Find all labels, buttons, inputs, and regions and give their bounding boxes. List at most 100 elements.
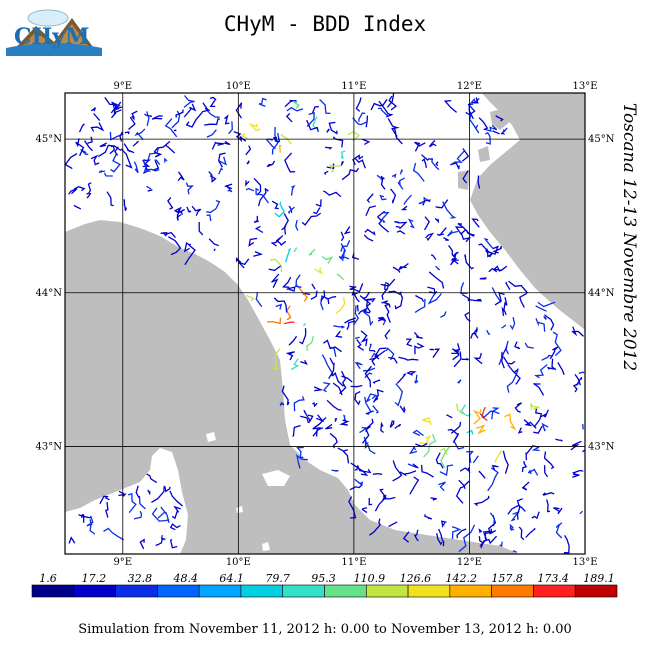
river-segment <box>517 427 523 434</box>
river-segment <box>255 292 263 308</box>
river-segment <box>458 524 476 553</box>
lon-tick-label: 12°E <box>457 81 482 92</box>
river-segment <box>292 100 301 109</box>
river-segment <box>431 254 437 260</box>
river-segment <box>378 220 390 233</box>
river-segment <box>440 311 447 318</box>
river-segment <box>127 493 137 514</box>
river-segment <box>492 265 508 272</box>
river-segment <box>479 277 487 280</box>
river-segment <box>462 170 469 184</box>
river-segment <box>472 409 482 425</box>
river-segment <box>461 293 470 302</box>
river-segment <box>521 460 528 472</box>
river-segment <box>563 534 570 554</box>
river-segment <box>443 99 458 113</box>
river-segment <box>147 489 151 495</box>
river-segment <box>364 228 376 236</box>
river-segment <box>549 346 559 360</box>
river-segment <box>213 248 216 252</box>
legend-label: 32.8 <box>127 572 153 585</box>
river-segment <box>68 536 76 544</box>
river-segment <box>366 298 376 313</box>
river-segment <box>537 301 556 308</box>
river-segment <box>374 488 387 512</box>
river-segment <box>377 210 386 222</box>
river-segment <box>271 348 281 370</box>
river-segment <box>144 168 160 173</box>
river-segment <box>555 522 563 539</box>
river-segment <box>73 204 82 210</box>
river-segment <box>385 347 395 361</box>
river-segment <box>460 282 468 295</box>
legend-label: 48.4 <box>173 572 199 585</box>
river-segment <box>99 142 108 148</box>
river-segment <box>516 498 523 520</box>
river-segment <box>342 450 350 464</box>
river-segment <box>447 428 459 444</box>
river-segment <box>80 514 85 523</box>
river-segment <box>464 254 475 270</box>
river-segment <box>510 510 520 522</box>
river-segment <box>392 460 403 482</box>
river-segment <box>380 211 390 223</box>
river-segment <box>132 141 140 147</box>
river-segment <box>419 434 432 445</box>
river-segment <box>123 143 135 154</box>
legend-swatch <box>240 584 284 598</box>
legend-label: 110.9 <box>353 572 386 585</box>
river-segment <box>99 495 110 505</box>
river-segment <box>508 280 529 294</box>
river-segment <box>128 116 136 130</box>
river-segment <box>332 371 345 387</box>
river-segment <box>443 237 449 241</box>
river-segment <box>405 338 413 347</box>
river-segment <box>315 199 322 208</box>
river-segment <box>315 427 324 437</box>
river-segment <box>382 494 396 500</box>
river-segment <box>413 529 419 542</box>
river-segment <box>467 97 480 106</box>
river-segment <box>319 98 331 115</box>
river-segment <box>301 212 322 226</box>
legend-swatch <box>198 584 242 598</box>
river-segment <box>119 131 123 142</box>
river-segment <box>93 113 101 122</box>
river-segment <box>288 335 298 346</box>
river-segment <box>492 245 502 254</box>
river-segment <box>275 303 283 310</box>
river-segment <box>552 331 562 357</box>
river-segment <box>412 162 425 182</box>
river-segment <box>394 383 404 407</box>
river-segment <box>284 224 287 235</box>
river-segment <box>355 158 366 169</box>
river-segment <box>124 131 130 135</box>
river-segment <box>312 402 318 408</box>
river-segment <box>357 467 369 477</box>
river-segment <box>571 326 584 337</box>
river-segment <box>439 464 454 476</box>
river-segment <box>106 191 114 207</box>
lon-tick-label: 11°E <box>341 81 366 92</box>
river-segment <box>394 220 408 230</box>
river-segment <box>485 249 493 258</box>
river-segment <box>530 402 540 411</box>
river-segment <box>109 146 116 155</box>
river-segment <box>340 240 351 252</box>
legend-swatch <box>574 584 618 598</box>
river-segment <box>470 332 477 339</box>
river-segment <box>341 167 360 181</box>
river-segment <box>271 200 279 210</box>
river-segment <box>533 364 548 379</box>
river-segment <box>358 112 366 122</box>
river-segment <box>73 185 86 192</box>
river-segment <box>368 497 373 506</box>
river-segment <box>448 245 456 266</box>
river-segment <box>352 117 368 126</box>
river-segment <box>356 339 365 351</box>
legend-label: 142.2 <box>445 572 478 585</box>
river-segment <box>208 238 219 247</box>
simulation-caption: Simulation from November 11, 2012 h: 0.0… <box>78 622 572 637</box>
river-segment <box>544 314 555 331</box>
river-segment <box>146 473 158 484</box>
